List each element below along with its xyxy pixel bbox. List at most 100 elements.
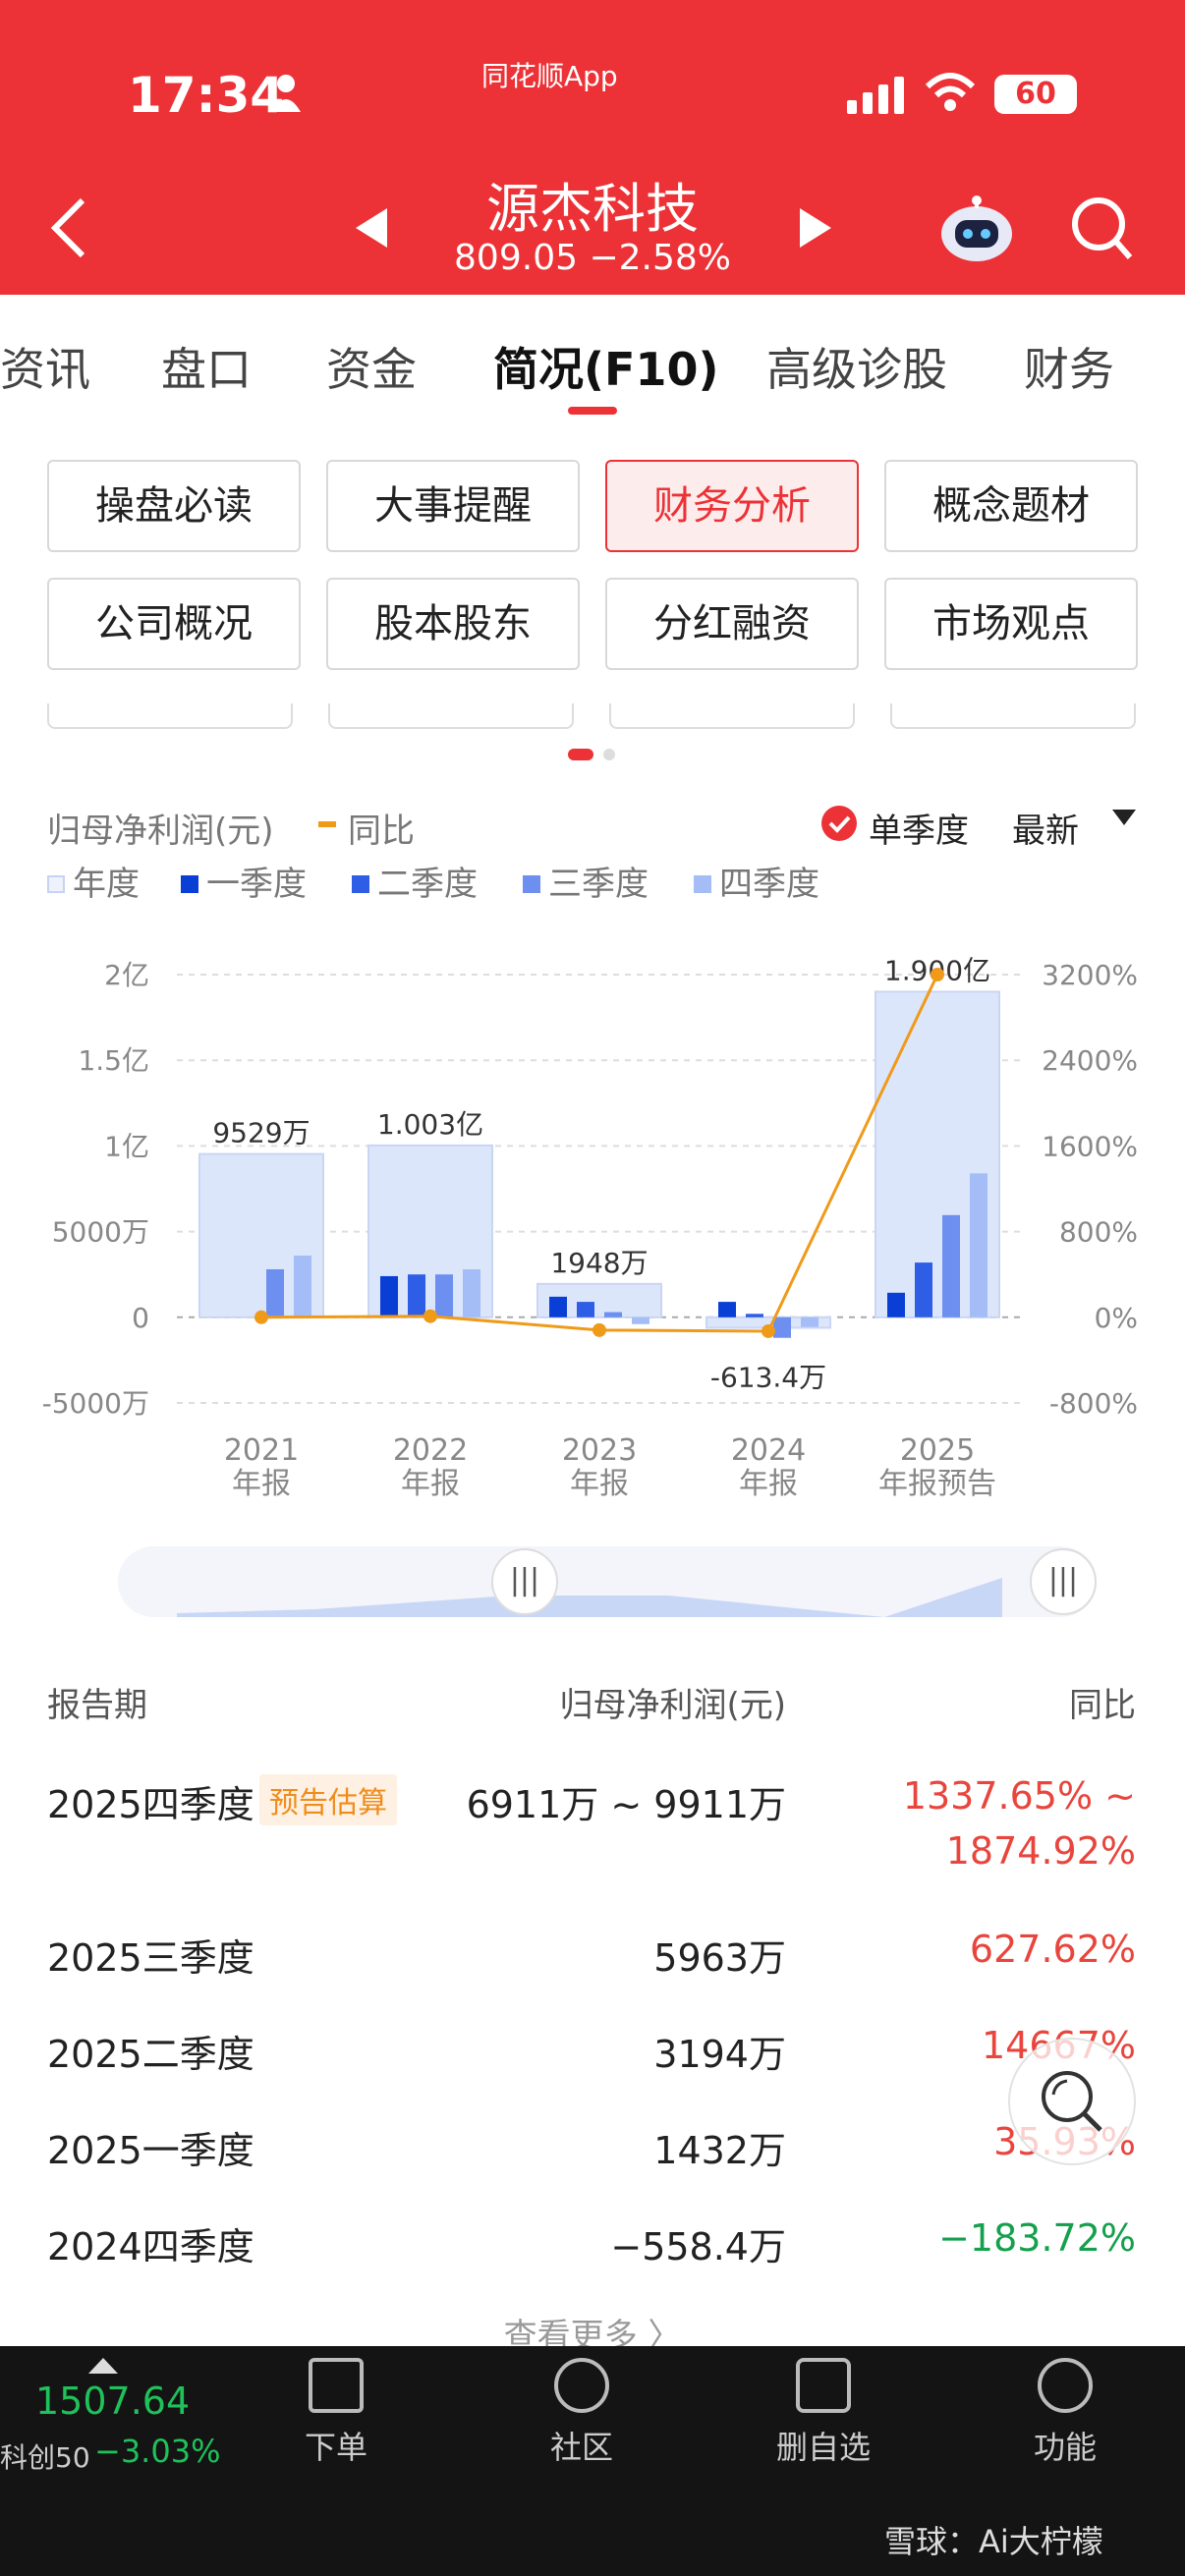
menu-icon[interactable]: [1038, 2358, 1093, 2413]
row-value: −558.4万: [610, 2225, 786, 2268]
tab-news[interactable]: 资讯: [0, 343, 90, 396]
data-label: 9529万: [212, 1117, 310, 1149]
nav-remove-watchlist[interactable]: 删自选: [775, 2429, 871, 2466]
nav-order[interactable]: 下单: [304, 2429, 367, 2466]
quarter-bar: [773, 1316, 791, 1338]
robot-assistant-icon[interactable]: [939, 193, 1014, 267]
stock-name: 源杰科技: [486, 178, 699, 240]
search-icon: [1042, 2071, 1102, 2132]
y-tick-label: 0: [132, 1302, 149, 1334]
row-value: 6911万 ~ 9911万: [466, 1783, 786, 1826]
yoy-point: [423, 1309, 437, 1323]
order-icon[interactable]: [309, 2358, 364, 2413]
nav-community[interactable]: 社区: [549, 2429, 613, 2466]
sort-dropdown[interactable]: 最新: [1012, 812, 1079, 851]
data-label: 1.003亿: [377, 1108, 483, 1141]
row-yoy: 1337.65% ~: [902, 1774, 1136, 1818]
button-trading-guide[interactable]: 操盘必读: [47, 460, 301, 552]
next-row-button: [609, 703, 855, 729]
button-events[interactable]: 大事提醒: [326, 460, 580, 552]
x-tick-label: 年报: [739, 1467, 798, 1501]
row-yoy: −183.72%: [938, 2216, 1136, 2260]
y-tick-label: 2亿: [104, 959, 149, 991]
quarter-bar: [549, 1296, 567, 1317]
x-tick-label: 2023: [562, 1433, 637, 1468]
tab-diagnosis[interactable]: 高级诊股: [766, 343, 947, 396]
button-market-views[interactable]: 市场观点: [884, 578, 1138, 670]
y-tick-label: 1亿: [104, 1130, 149, 1162]
y2-tick-label: 0%: [1095, 1302, 1138, 1334]
floating-search-button[interactable]: [1008, 2038, 1136, 2165]
prev-stock-icon[interactable]: [352, 206, 391, 253]
button-concepts[interactable]: 概念题材: [884, 460, 1138, 552]
tab-funds[interactable]: 资金: [326, 343, 417, 396]
x-tick-label: 2025: [900, 1433, 975, 1468]
y2-tick-label: 800%: [1059, 1216, 1138, 1249]
button-financial-analysis[interactable]: 财务分析: [605, 460, 859, 552]
next-row-button: [328, 703, 574, 729]
back-icon[interactable]: [49, 196, 88, 263]
price-change: 809.05 −2.58%: [454, 238, 731, 278]
button-dividends[interactable]: 分红融资: [605, 578, 859, 670]
y2-tick-label: 1600%: [1042, 1130, 1138, 1162]
index-value[interactable]: 1507.64: [35, 2380, 191, 2423]
quarter-bar: [970, 1173, 988, 1317]
forecast-badge: 预告估算: [259, 1774, 397, 1825]
quarter-bar: [746, 1314, 763, 1317]
quarter-bar: [915, 1262, 932, 1317]
index-arrow-icon: [88, 2358, 118, 2378]
quarter-bar: [604, 1312, 622, 1317]
index-change: −3.03%: [94, 2433, 221, 2470]
quarter-bar: [577, 1302, 594, 1317]
button-company-profile[interactable]: 公司概况: [47, 578, 301, 670]
x-tick-label: 年报: [232, 1467, 291, 1501]
row-period: 2025四季度: [47, 1783, 254, 1826]
next-stock-icon[interactable]: [796, 206, 835, 253]
row-value: 3194万: [653, 2033, 786, 2076]
community-icon[interactable]: [554, 2358, 609, 2413]
legend-q1: 一季度: [181, 857, 307, 905]
header-bar: 17:34 同花顺App 60 源杰科技 809.05 −2.58%: [0, 0, 1185, 295]
data-label: 1948万: [550, 1247, 648, 1279]
next-row-button: [47, 703, 293, 729]
check-icon[interactable]: [819, 804, 859, 847]
yoy-legend-swatch: [318, 821, 336, 827]
row-yoy: 627.62%: [969, 1928, 1136, 1971]
row-yoy-upper: 1874.92%: [945, 1829, 1136, 1873]
range-slider-preview: [177, 1578, 1002, 1617]
yoy-point: [254, 1310, 268, 1324]
quarter-bar: [632, 1316, 649, 1324]
button-shareholders[interactable]: 股本股东: [326, 578, 580, 670]
quarter-bar: [294, 1256, 311, 1317]
tab-quote[interactable]: 盘口: [161, 343, 252, 396]
tab-indicator: [568, 407, 617, 415]
single-quarter-toggle[interactable]: 单季度: [869, 812, 969, 851]
legend-q3: 三季度: [523, 857, 649, 905]
x-tick-label: 年报: [401, 1467, 460, 1501]
quarter-bar: [942, 1214, 960, 1317]
tab-finance[interactable]: 财务: [1024, 343, 1114, 396]
row-period: 2024四季度: [47, 2225, 254, 2268]
search-icon[interactable]: [1069, 195, 1134, 267]
remove-watchlist-icon[interactable]: [796, 2358, 851, 2413]
quarter-bar: [408, 1274, 425, 1317]
y-tick-label: 5000万: [52, 1216, 149, 1249]
range-handle-right[interactable]: |||: [1030, 1548, 1097, 1615]
column-profit: 归母净利润(元): [559, 1686, 786, 1725]
tab-f10[interactable]: 简况(F10): [493, 343, 719, 396]
yoy-label: 同比: [348, 812, 415, 851]
yoy-point: [592, 1322, 606, 1337]
quarter-bar: [887, 1292, 905, 1317]
y2-tick-label: 3200%: [1042, 959, 1138, 991]
range-slider-track[interactable]: [118, 1546, 1097, 1617]
legend-annual: 年度: [47, 857, 140, 905]
next-row-button: [890, 703, 1136, 729]
range-handle-left[interactable]: |||: [491, 1548, 558, 1615]
quarter-bar: [801, 1316, 818, 1327]
nav-functions[interactable]: 功能: [1033, 2429, 1097, 2466]
x-tick-label: 年报预告: [878, 1467, 996, 1501]
chevron-down-icon[interactable]: [1110, 808, 1138, 831]
legend-q2: 二季度: [352, 857, 478, 905]
row-period: 2025二季度: [47, 2033, 254, 2076]
column-yoy: 同比: [1069, 1686, 1136, 1725]
